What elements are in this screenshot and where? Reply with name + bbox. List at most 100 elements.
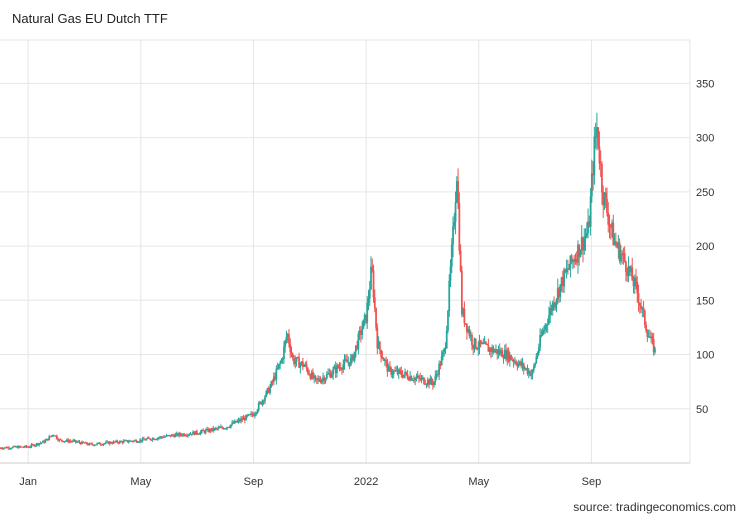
- candle-body: [86, 442, 88, 445]
- candle-body: [532, 366, 535, 371]
- candle-body: [440, 356, 443, 366]
- candle-body: [415, 377, 418, 379]
- candle-body: [264, 396, 266, 402]
- candle-body: [323, 377, 326, 382]
- candle-body: [63, 441, 66, 443]
- candle-body: [24, 445, 27, 448]
- candle-body: [563, 269, 565, 287]
- candle-body: [77, 441, 80, 443]
- candle-body: [442, 351, 444, 357]
- candle-body: [318, 378, 321, 381]
- candle-body: [348, 362, 351, 366]
- candle-body: [550, 308, 553, 311]
- candle-body: [473, 338, 476, 349]
- candle-body: [510, 355, 512, 360]
- candle-body: [156, 437, 159, 440]
- candle-body: [39, 442, 42, 444]
- candle-body: [553, 302, 555, 308]
- candle-body: [472, 344, 475, 349]
- candle-body: [623, 253, 626, 262]
- candle-body: [299, 363, 302, 368]
- candle-body: [122, 440, 125, 443]
- candle-body: [368, 289, 371, 299]
- candle-body: [69, 441, 72, 443]
- candle-body: [512, 360, 515, 363]
- candle-body: [64, 440, 67, 442]
- candle-body: [193, 431, 196, 435]
- candle-body: [616, 244, 618, 248]
- candle-body: [212, 427, 215, 431]
- candle-body: [2, 447, 5, 449]
- candle-body: [325, 374, 328, 379]
- candle-body: [601, 164, 603, 193]
- candle-body: [19, 446, 22, 448]
- x-tick-label: Sep: [582, 476, 602, 488]
- candle-body: [549, 308, 552, 316]
- candle-body: [203, 430, 206, 433]
- candle-body: [443, 348, 446, 352]
- candle-body: [131, 441, 134, 443]
- candle-body: [371, 266, 374, 271]
- candle-body: [45, 438, 48, 441]
- candle-body: [386, 361, 389, 372]
- candle-body: [339, 367, 342, 369]
- candle-body: [650, 336, 653, 338]
- candle-body: [474, 338, 477, 349]
- candle-body: [265, 390, 268, 397]
- candle-body: [187, 434, 189, 436]
- candle-body: [154, 439, 157, 441]
- candle-body: [397, 369, 400, 374]
- candle-body: [198, 433, 201, 435]
- candle-body: [606, 198, 608, 213]
- candle-body: [280, 359, 283, 363]
- candle-body: [370, 266, 372, 290]
- candle-body: [175, 433, 178, 435]
- candle-body: [59, 439, 62, 441]
- candle-body: [271, 381, 274, 383]
- candle-body: [121, 441, 124, 443]
- candle-body: [477, 347, 480, 350]
- candle-body: [125, 440, 128, 442]
- candle-body: [434, 375, 437, 382]
- candle-body: [360, 330, 362, 335]
- candle-body: [471, 334, 473, 345]
- candle-body: [222, 427, 225, 430]
- candle-body: [204, 429, 207, 433]
- candle-body: [126, 440, 129, 443]
- candle-body: [319, 380, 322, 383]
- candle-body: [539, 334, 541, 348]
- candle-body: [95, 444, 97, 446]
- candle-body: [438, 363, 441, 375]
- candle-body: [25, 445, 28, 447]
- candle-body: [230, 424, 232, 428]
- candle-body: [301, 361, 304, 367]
- candle-body: [450, 244, 453, 267]
- candle-body: [165, 435, 168, 437]
- candle-body: [424, 383, 427, 385]
- candle-body: [564, 269, 567, 273]
- candle-body: [551, 302, 554, 311]
- candle-body: [390, 367, 393, 375]
- chart-title: Natural Gas EU Dutch TTF: [12, 11, 168, 26]
- candle-body: [344, 359, 347, 361]
- candle-body: [310, 372, 313, 379]
- candle-body: [531, 370, 534, 375]
- candle-body: [373, 297, 376, 308]
- candle-body: [396, 370, 399, 374]
- candle-body: [608, 224, 611, 226]
- candle-body: [238, 419, 241, 422]
- candle-body: [418, 375, 420, 378]
- candle-body: [111, 443, 114, 445]
- candle-body: [566, 268, 569, 270]
- source-credit[interactable]: source: tradingeconomics.com: [573, 500, 736, 514]
- candle-body: [294, 361, 297, 364]
- candle-body: [463, 308, 466, 324]
- candle-body: [394, 370, 396, 372]
- candle-body: [332, 369, 335, 375]
- candle-body: [151, 438, 154, 441]
- candle-body: [106, 441, 109, 443]
- candle-body: [18, 446, 20, 449]
- candle-body: [537, 347, 540, 354]
- candle-body: [228, 427, 231, 429]
- candle-body: [199, 431, 202, 434]
